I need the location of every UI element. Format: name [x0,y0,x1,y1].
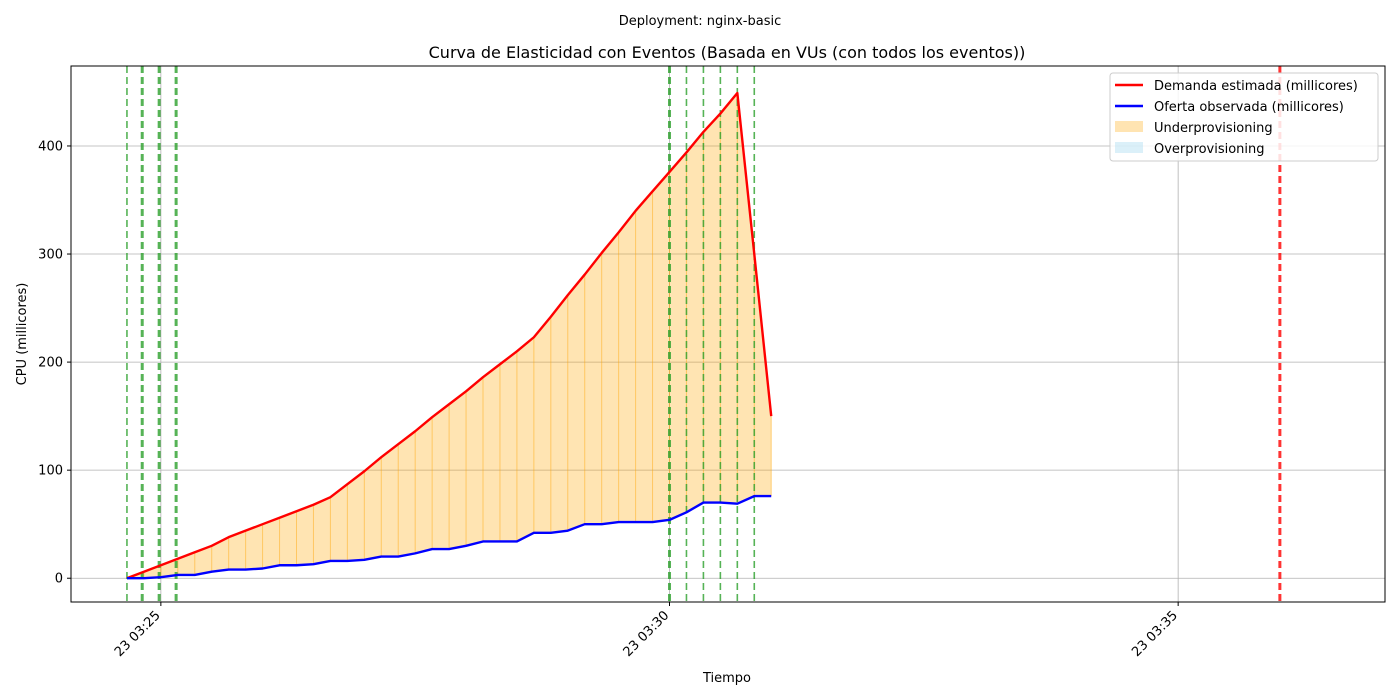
chart-title: Curva de Elasticidad con Eventos (Basada… [429,43,1026,62]
x-tick-label: 23 03:30 [621,608,673,660]
x-tick-label: 23 03:25 [112,608,164,660]
legend-label-oferta: Oferta observada (millicores) [1154,100,1344,115]
underprovisioning-fill [126,93,772,579]
y-tick-label: 100 [38,464,63,479]
legend-label-demanda: Demanda estimada (millicores) [1154,79,1358,94]
grid [71,66,1385,602]
series-lines [126,91,773,580]
y-tick-label: 0 [55,572,63,587]
figure-suptitle: Deployment: nginx-basic [619,14,782,29]
y-tick-label: 200 [38,356,63,371]
legend-swatch-underprovisioning [1115,121,1143,132]
demand-series-line [126,91,773,580]
legend-label-underprovisioning: Underprovisioning [1154,121,1273,136]
y-tick-label: 400 [38,139,63,154]
legend-label-overprovisioning: Overprovisioning [1154,142,1265,157]
x-tick-label: 23 03:35 [1129,608,1181,660]
y-tick-label: 300 [38,248,63,263]
legend: Demanda estimada (millicores) Oferta obs… [1109,72,1379,162]
plot-frame [70,65,1386,603]
legend-box [1109,72,1379,162]
legend-swatch-overprovisioning [1115,142,1143,153]
y-axis-label: CPU (millicores) [15,283,30,386]
x-axis-label: Tiempo [702,671,751,686]
supply-series-line [126,494,772,580]
